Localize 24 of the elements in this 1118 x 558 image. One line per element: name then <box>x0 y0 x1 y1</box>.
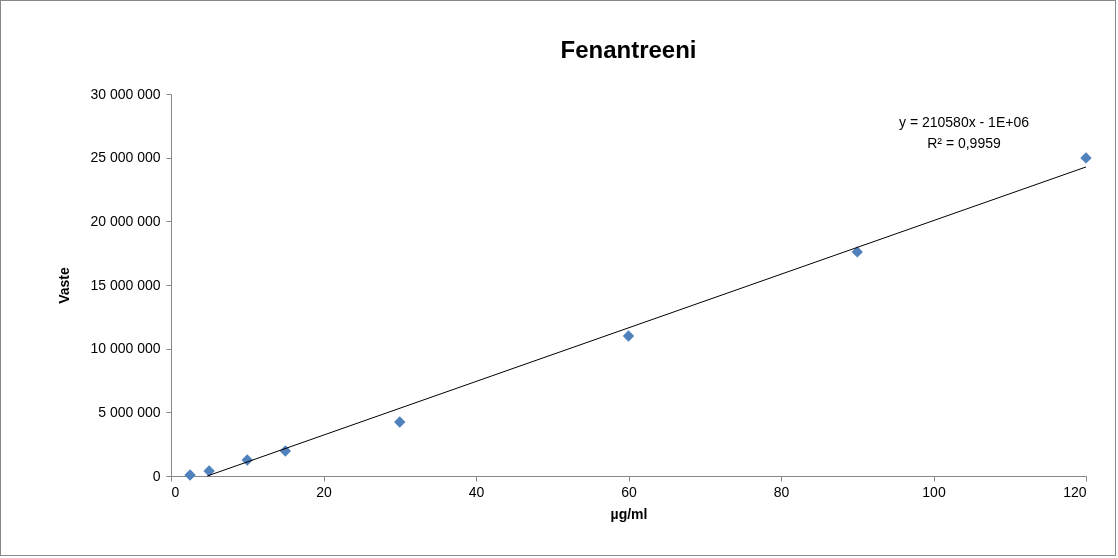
x-tick-label: 0 <box>171 483 180 500</box>
chart-title: Fenantreeni <box>560 36 697 63</box>
y-tick-label: 0 <box>152 467 161 484</box>
point <box>184 469 196 481</box>
x-tick-label: 100 <box>922 483 946 500</box>
y-tick-label: 15 000 000 <box>90 276 161 293</box>
point <box>1080 152 1092 164</box>
y-tick-label: 25 000 000 <box>90 149 161 166</box>
x-tick-label: 40 <box>468 483 485 500</box>
x-axis-title: µg/ml <box>610 505 648 522</box>
annotation: R² = 0,9959 <box>927 135 1001 151</box>
point <box>622 330 635 342</box>
point <box>851 246 863 258</box>
y-axis-title: Vaste <box>56 267 73 304</box>
point <box>394 416 406 428</box>
y-tick-label: 20 000 000 <box>90 212 161 229</box>
annotation: y = 210580x - 1E+06 <box>899 114 1030 130</box>
y-tick-label: 10 000 000 <box>90 340 161 357</box>
y-tick-label: 5 000 000 <box>98 403 161 420</box>
y-tick-label: 30 000 000 <box>90 85 161 102</box>
x-tick-label: 120 <box>1063 483 1087 500</box>
x-tick-label: 80 <box>773 483 790 500</box>
x-tick-label: 20 <box>316 483 332 500</box>
x-tick-label: 60 <box>621 483 637 500</box>
